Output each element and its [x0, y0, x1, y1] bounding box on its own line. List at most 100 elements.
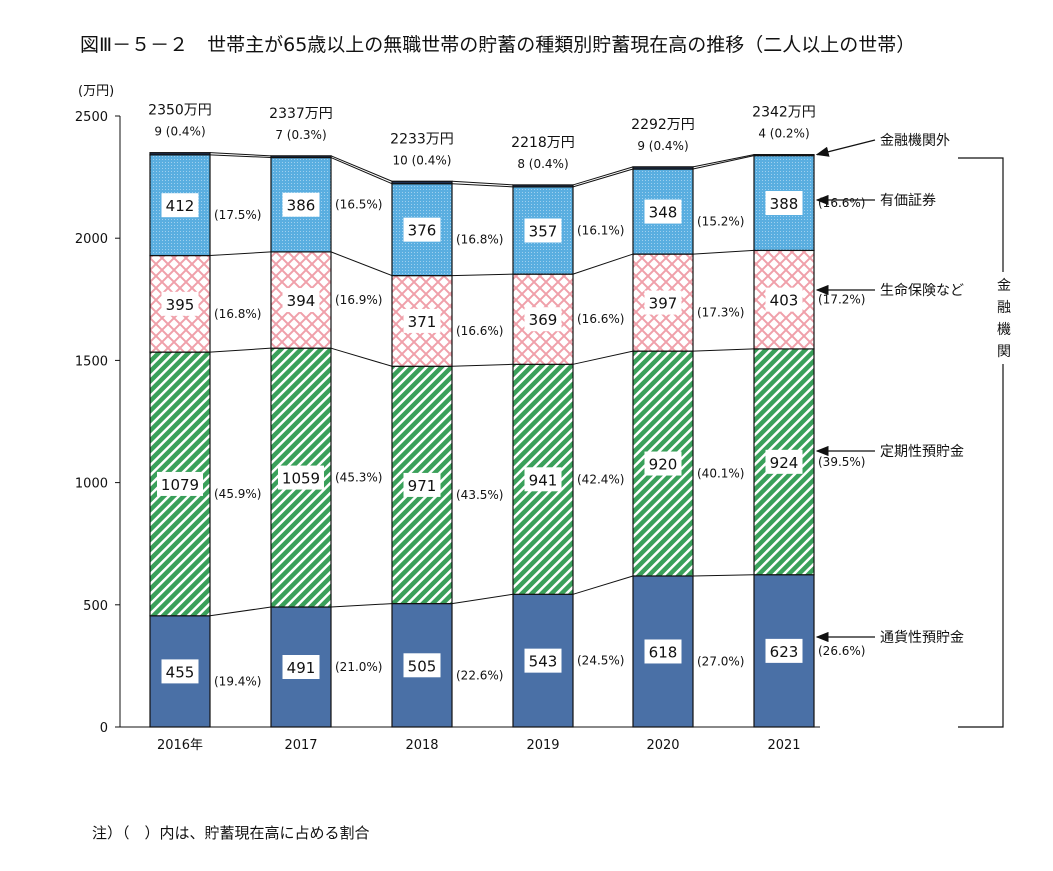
value-label-box [524, 467, 562, 492]
percent-label: (16.6%) [456, 324, 503, 338]
y-axis-unit-label: (万円) [78, 84, 114, 99]
legend-label: 有価証券 [880, 193, 936, 209]
value-label: 941 [529, 471, 558, 489]
total-label: 2342万円 [752, 105, 816, 121]
total-label: 2350万円 [148, 103, 212, 119]
value-label: 388 [770, 195, 799, 213]
outside-value-label: 9 (0.4%) [154, 125, 205, 139]
value-label-box [161, 659, 199, 684]
value-label: 369 [529, 311, 558, 329]
value-label-box [403, 217, 441, 242]
x-tick-label: 2021 [767, 738, 800, 753]
x-tick-label: 2020 [646, 738, 679, 753]
percent-label: (16.6%) [577, 312, 624, 326]
percent-label: (15.2%) [697, 215, 744, 229]
percent-label: (21.0%) [335, 660, 382, 674]
value-label: 412 [166, 197, 195, 215]
legend-label: 通貨性預貯金 [880, 629, 964, 646]
value-label-box [282, 192, 320, 217]
connector-line [209, 251, 272, 257]
value-label: 505 [408, 657, 437, 675]
total-label: 2337万円 [269, 106, 333, 122]
connector-line [330, 251, 393, 277]
connector-line [572, 253, 634, 275]
connector-line [692, 155, 755, 170]
legend-arrow [815, 139, 876, 157]
value-label: 371 [408, 313, 437, 331]
connector-line [451, 180, 514, 186]
value-label-box [524, 648, 562, 673]
connector-line [692, 154, 755, 168]
value-label: 971 [408, 477, 437, 495]
value-label: 386 [287, 197, 316, 215]
outside-value-label: 7 (0.3%) [275, 128, 326, 142]
value-label: 543 [529, 653, 558, 671]
y-tick-label: 0 [100, 721, 108, 736]
percent-label: (42.4%) [577, 472, 624, 486]
outside-value-label: 9 (0.4%) [637, 139, 688, 153]
bar-segment [512, 184, 574, 188]
percent-label: (17.2%) [818, 293, 865, 307]
percent-label: (45.3%) [335, 471, 382, 485]
connector-line [209, 606, 272, 617]
bar-segment [512, 273, 574, 365]
percent-label: (17.5%) [214, 208, 261, 222]
y-tick-label: 2500 [75, 110, 108, 125]
bar-segment [753, 154, 815, 157]
connector-line [451, 593, 514, 605]
connector-line [209, 154, 272, 159]
value-label: 1059 [282, 470, 320, 488]
value-label: 623 [770, 643, 799, 661]
percent-label: (16.9%) [335, 293, 382, 307]
percent-label: (40.1%) [697, 467, 744, 481]
total-label: 2218万円 [511, 135, 575, 151]
value-label-box [524, 218, 562, 243]
value-label: 403 [770, 292, 799, 310]
bar-segment [149, 152, 211, 156]
legend-label: 定期性預貯金 [880, 444, 964, 460]
percent-label: (19.4%) [214, 674, 261, 688]
outside-value-label: 8 (0.4%) [517, 157, 568, 171]
bracket-label-char: 関 [997, 344, 1011, 360]
value-label-box [644, 639, 682, 664]
percent-label: (17.3%) [697, 306, 744, 320]
value-label: 491 [287, 659, 316, 677]
value-label: 920 [649, 456, 678, 474]
connector-line [451, 363, 514, 367]
value-label-box [765, 287, 803, 312]
connector-line [209, 152, 272, 157]
connector-line [692, 574, 755, 577]
value-label-box [644, 451, 682, 476]
value-label-box [161, 193, 199, 218]
connector-line [330, 347, 393, 367]
percent-label: (16.1%) [577, 224, 624, 238]
bracket-label-char: 金 [997, 278, 1011, 294]
connector-line [451, 183, 514, 188]
percent-label: (22.6%) [456, 668, 503, 682]
value-label-box [403, 653, 441, 678]
chart-title: 図Ⅲ－５－２ 世帯主が65歳以上の無職世帯の貯蓄の種類別貯蓄現在高の推移（二人以… [80, 34, 916, 56]
value-label: 376 [408, 222, 437, 240]
value-label-box [765, 638, 803, 663]
y-tick-label: 1500 [75, 354, 108, 369]
bar-segment [391, 180, 453, 185]
total-label: 2233万円 [390, 131, 454, 147]
value-label-box [765, 449, 803, 474]
legend-label: 金融機関外 [880, 133, 950, 149]
value-label: 618 [649, 643, 678, 661]
value-label-box [644, 199, 682, 224]
connector-line [330, 157, 393, 185]
x-tick-label: 2017 [284, 738, 317, 753]
percent-label: (43.5%) [456, 488, 503, 502]
value-label: 924 [770, 454, 799, 472]
chart-note: 注）（ ）内は、貯蓄現在高に占める割合 [92, 824, 370, 842]
bracket-label-char: 機 [997, 322, 1011, 338]
value-label-box [161, 291, 199, 316]
value-label-box [282, 288, 320, 313]
x-tick-label: 2016年 [157, 738, 203, 753]
value-label: 394 [287, 292, 316, 310]
connector-line [572, 168, 634, 188]
value-label: 455 [166, 663, 195, 681]
percent-label: (24.5%) [577, 654, 624, 668]
value-label: 357 [529, 223, 558, 241]
